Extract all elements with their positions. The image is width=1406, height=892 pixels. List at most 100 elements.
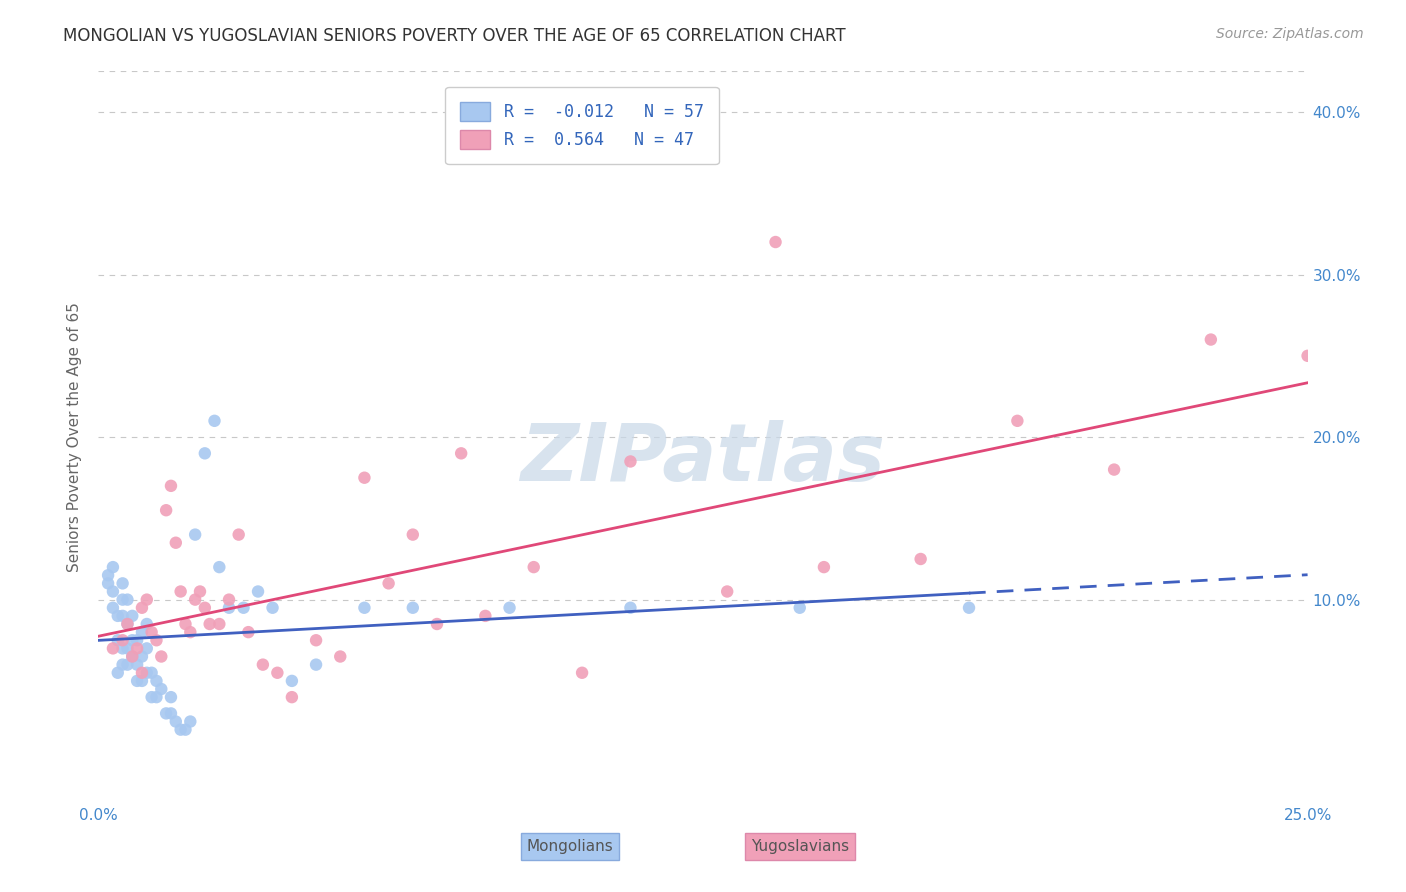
- Point: [165, 535, 187, 549]
- Point: [121, 633, 143, 648]
- Point: [111, 657, 134, 672]
- Point: [402, 600, 425, 615]
- Point: [107, 633, 129, 648]
- Text: ZIPatlas: ZIPatlas: [520, 420, 886, 498]
- Point: [111, 641, 134, 656]
- Point: [174, 617, 197, 632]
- Point: [131, 665, 153, 680]
- Point: [1296, 349, 1319, 363]
- Point: [121, 608, 143, 623]
- Point: [107, 608, 129, 623]
- Point: [121, 649, 143, 664]
- Point: [131, 600, 153, 615]
- Point: [150, 681, 173, 696]
- Point: [204, 414, 226, 428]
- Point: [194, 600, 217, 615]
- Point: [305, 657, 328, 672]
- Point: [179, 625, 201, 640]
- Point: [145, 633, 167, 648]
- Point: [131, 673, 153, 688]
- Point: [117, 617, 139, 632]
- Point: [141, 665, 163, 680]
- Point: [252, 657, 274, 672]
- Point: [127, 641, 149, 656]
- Point: [402, 527, 425, 541]
- Point: [131, 649, 153, 664]
- Point: [218, 600, 240, 615]
- Point: [135, 665, 157, 680]
- Point: [266, 665, 288, 680]
- Point: [174, 723, 197, 737]
- Point: [281, 673, 304, 688]
- Point: [474, 608, 496, 623]
- Point: [281, 690, 304, 705]
- Point: [353, 471, 375, 485]
- Point: [238, 625, 260, 640]
- Point: [111, 608, 134, 623]
- Point: [135, 617, 157, 632]
- Point: [117, 592, 139, 607]
- Point: [135, 592, 157, 607]
- Text: Source: ZipAtlas.com: Source: ZipAtlas.com: [1216, 27, 1364, 41]
- Y-axis label: Seniors Poverty Over the Age of 65: Seniors Poverty Over the Age of 65: [67, 302, 83, 572]
- Point: [155, 503, 177, 517]
- Point: [188, 584, 211, 599]
- Point: [208, 617, 231, 632]
- Point: [789, 600, 811, 615]
- Point: [111, 592, 134, 607]
- Point: [141, 690, 163, 705]
- Point: [218, 592, 240, 607]
- Point: [377, 576, 399, 591]
- Text: MONGOLIAN VS YUGOSLAVIAN SENIORS POVERTY OVER THE AGE OF 65 CORRELATION CHART: MONGOLIAN VS YUGOSLAVIAN SENIORS POVERTY…: [63, 27, 846, 45]
- Point: [208, 560, 231, 574]
- Point: [111, 633, 134, 648]
- Text: Yugoslavians: Yugoslavians: [751, 839, 849, 855]
- Point: [450, 446, 472, 460]
- Point: [262, 600, 284, 615]
- Point: [194, 446, 217, 460]
- Point: [107, 665, 129, 680]
- Point: [353, 600, 375, 615]
- Point: [155, 706, 177, 721]
- Point: [198, 617, 221, 632]
- Point: [127, 657, 149, 672]
- Point: [101, 584, 124, 599]
- Point: [247, 584, 270, 599]
- Point: [184, 527, 207, 541]
- Point: [571, 665, 593, 680]
- Point: [184, 592, 207, 607]
- Point: [523, 560, 546, 574]
- Text: Mongolians: Mongolians: [527, 839, 613, 855]
- Point: [150, 649, 173, 664]
- Point: [145, 690, 167, 705]
- Point: [111, 576, 134, 591]
- Point: [232, 600, 254, 615]
- Point: [135, 641, 157, 656]
- Point: [813, 560, 835, 574]
- Point: [101, 560, 124, 574]
- Point: [169, 584, 191, 599]
- Point: [305, 633, 328, 648]
- Point: [498, 600, 520, 615]
- Point: [1102, 462, 1125, 476]
- Point: [127, 673, 149, 688]
- Point: [228, 527, 250, 541]
- Point: [716, 584, 738, 599]
- Point: [131, 625, 153, 640]
- Point: [97, 576, 120, 591]
- Point: [121, 649, 143, 664]
- Point: [1199, 333, 1222, 347]
- Point: [910, 552, 932, 566]
- Point: [1007, 414, 1029, 428]
- Point: [145, 673, 167, 688]
- Point: [117, 641, 139, 656]
- Point: [619, 454, 641, 468]
- Legend: R =  -0.012   N = 57, R =  0.564   N = 47: R = -0.012 N = 57, R = 0.564 N = 47: [446, 87, 718, 164]
- Point: [101, 600, 124, 615]
- Point: [160, 706, 183, 721]
- Point: [619, 600, 641, 615]
- Point: [97, 568, 120, 582]
- Point: [101, 641, 124, 656]
- Point: [127, 633, 149, 648]
- Point: [426, 617, 449, 632]
